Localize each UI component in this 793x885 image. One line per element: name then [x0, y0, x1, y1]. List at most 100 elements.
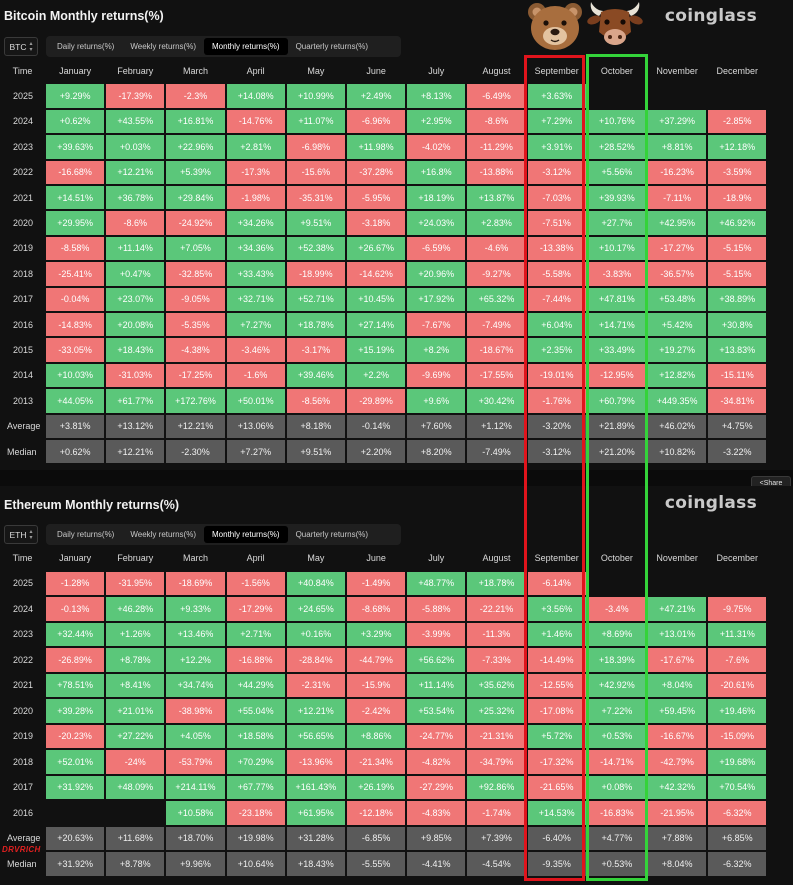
btc-return-cell [586, 83, 647, 109]
eth-return-cell: -26.89% [45, 647, 106, 673]
btc-return-cell: +6.04% [526, 312, 587, 338]
btc-return-cell: -8.6% [466, 108, 527, 135]
btc-return-cell: +7.05% [165, 235, 226, 262]
eth-header-february: February [105, 545, 166, 571]
eth-return-cell: -20.61% [707, 672, 768, 698]
eth-return-cell: +59.45% [647, 698, 708, 724]
btc-average-cell: +21.89% [586, 413, 647, 439]
btc-average-cell: +8.18% [285, 413, 346, 439]
eth-header-may: May [285, 545, 346, 571]
eth-return-cell: +21.01% [105, 698, 166, 724]
btc-year-label: 2019 [0, 235, 45, 262]
btc-coin-selector[interactable]: BTC ▴ ▾ [4, 37, 38, 56]
eth-return-cell: -9.75% [707, 596, 768, 622]
btc-return-cell: +172.76% [165, 388, 226, 414]
eth-return-cell: -7.6% [707, 647, 768, 673]
eth-return-cell: -7.33% [466, 647, 527, 673]
btc-return-cell: +16.81% [165, 108, 226, 135]
btc-return-cell: -5.15% [707, 261, 768, 287]
btc-return-cell: +9.51% [285, 210, 346, 236]
btc-average-cell: +13.12% [105, 413, 166, 439]
btc-return-cell: -19.01% [526, 362, 587, 389]
eth-return-cell: -16.67% [647, 723, 708, 749]
eth-return-cell: -4.83% [406, 800, 467, 826]
eth-return-cell: -38.98% [165, 698, 226, 724]
eth-coin-selector[interactable]: ETH ▴ ▾ [4, 525, 38, 544]
btc-return-cell: +14.08% [225, 83, 286, 109]
eth-average-cell: +6.85% [707, 825, 768, 851]
eth-tab-monthly[interactable]: Monthly returns(%) [204, 526, 288, 543]
btc-return-cell: +43.55% [105, 108, 166, 135]
eth-return-cell: -3.99% [406, 621, 467, 647]
eth-return-cell: -21.34% [346, 749, 407, 775]
eth-return-cell: +161.43% [285, 774, 346, 800]
btc-header-february: February [105, 58, 166, 84]
eth-return-cell: +48.09% [105, 774, 166, 800]
eth-return-cell: -5.88% [406, 596, 467, 622]
eth-return-cell: -17.29% [225, 596, 286, 622]
btc-year-label: 2023 [0, 134, 45, 160]
btc-return-cell: -12.95% [586, 362, 647, 389]
btc-median-cell: +7.27% [225, 439, 286, 465]
btc-return-cell: +12.82% [647, 362, 708, 389]
btc-return-cell: -6.98% [285, 134, 346, 160]
btc-tab-daily[interactable]: Daily returns(%) [57, 42, 115, 51]
eth-return-cell: +14.53% [526, 800, 587, 826]
btc-return-cell: -2.85% [707, 108, 768, 135]
btc-return-cell: -2.3% [165, 83, 226, 109]
btc-return-cell: -0.04% [45, 286, 106, 312]
eth-average-cell: -6.85% [346, 825, 407, 851]
btc-return-cell: +11.98% [346, 134, 407, 160]
eth-median-cell: +10.64% [225, 851, 286, 877]
btc-return-cell: +13.87% [466, 185, 527, 211]
btc-return-cell: +30.8% [707, 312, 768, 338]
eth-return-cell [105, 800, 166, 826]
eth-return-cell: -1.56% [225, 570, 286, 596]
btc-return-cell: +37.29% [647, 108, 708, 135]
btc-return-cell: +19.27% [647, 337, 708, 363]
eth-return-cell: +42.32% [647, 774, 708, 800]
eth-return-cell: -17.32% [526, 749, 587, 775]
eth-return-cell: +92.86% [466, 774, 527, 800]
btc-tab-weekly[interactable]: Weekly returns(%) [130, 42, 196, 51]
eth-tab-weekly[interactable]: Weekly returns(%) [130, 530, 196, 539]
btc-return-cell: +27.7% [586, 210, 647, 236]
btc-return-cell: +38.89% [707, 286, 768, 312]
btc-year-label: 2015 [0, 337, 45, 363]
btc-return-cell: -1.6% [225, 362, 286, 389]
eth-return-cell: +61.95% [285, 800, 346, 826]
eth-return-cell: -15.9% [346, 672, 407, 698]
eth-median-cell: +8.78% [105, 851, 166, 877]
btc-return-cell: -16.23% [647, 159, 708, 185]
eth-return-cell: -34.79% [466, 749, 527, 775]
btc-tab-monthly[interactable]: Monthly returns(%) [204, 38, 288, 55]
btc-return-cell: +12.21% [105, 159, 166, 185]
eth-return-cell: +35.62% [466, 672, 527, 698]
eth-tab-quarterly[interactable]: Quarterly returns(%) [295, 530, 369, 539]
eth-header-august: August [466, 545, 527, 571]
eth-average-cell: +7.88% [647, 825, 708, 851]
eth-header-january: January [45, 545, 106, 571]
btc-header-july: July [406, 58, 467, 84]
btc-tab-quarterly[interactable]: Quarterly returns(%) [295, 42, 369, 51]
btc-return-cell: -5.35% [165, 312, 226, 338]
eth-header-july: July [406, 545, 467, 571]
btc-header-september: September [526, 58, 587, 84]
btc-header-november: November [647, 58, 708, 84]
eth-median-cell: +8.04% [647, 851, 708, 877]
eth-return-cell: +48.77% [406, 570, 467, 596]
btc-return-cell: -33.05% [45, 337, 106, 363]
eth-return-cell: +0.53% [586, 723, 647, 749]
eth-return-cell: +78.51% [45, 672, 106, 698]
btc-return-cell: -18.9% [707, 185, 768, 211]
eth-year-label: 2018 [0, 749, 45, 775]
btc-return-cell: +52.71% [285, 286, 346, 312]
btc-return-cell: +44.05% [45, 388, 106, 414]
eth-tab-daily[interactable]: Daily returns(%) [57, 530, 115, 539]
btc-return-cell: +29.84% [165, 185, 226, 211]
btc-return-cell: +50.01% [225, 388, 286, 414]
btc-return-cell: +33.49% [586, 337, 647, 363]
btc-return-cell: +33.43% [225, 261, 286, 287]
eth-return-cell: -53.79% [165, 749, 226, 775]
btc-return-cell: +2.83% [466, 210, 527, 236]
